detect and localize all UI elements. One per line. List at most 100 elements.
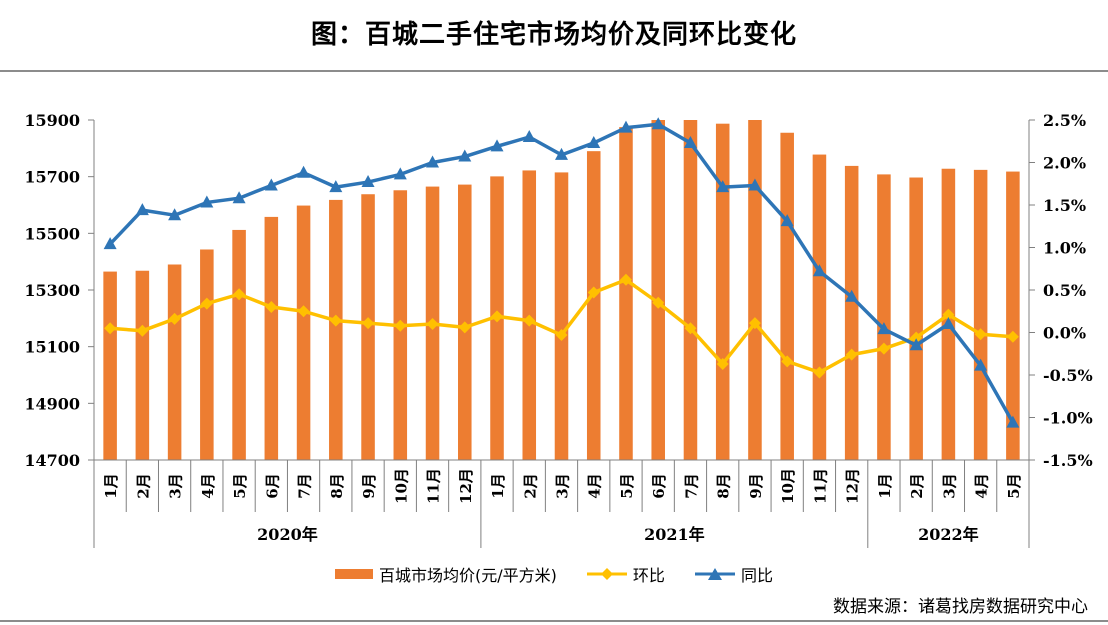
mom-point [426,318,439,330]
legend-item-price: 百城市场均价(元/平方米) [335,562,557,586]
mom-point [1006,330,1019,343]
yoy-point [812,264,826,277]
yoy-point [200,195,214,208]
top-divider [0,70,1108,72]
bar [844,165,859,460]
month-label: 10月 [779,468,797,504]
bar [780,132,794,460]
bar [715,123,730,460]
month-label: 1月 [102,473,120,498]
month-label: 3月 [940,473,958,498]
mom-point [877,342,890,355]
left-tick-label: 15100 [24,338,80,357]
month-label: 5月 [1005,473,1023,498]
mom-point [297,305,310,318]
left-tick-label: 15500 [24,224,80,243]
mom-point [555,329,568,342]
mom-point [942,308,955,321]
yoy-point [941,317,955,329]
right-tick-label: 1.5% [1043,196,1086,215]
month-label: 6月 [263,473,281,498]
mom-point [652,296,665,309]
legend-swatch-mom [586,568,627,580]
mom-point [491,310,504,323]
month-label: 3月 [167,473,185,498]
mom-point [329,314,342,327]
bar [296,205,311,460]
right-tick-label: -0.5% [1043,366,1093,385]
yoy-point [683,135,697,148]
yoy-point [329,180,343,193]
month-label: 9月 [747,473,765,498]
bar [200,249,214,460]
month-label: 7月 [296,473,314,498]
left-tick-label: 14700 [24,451,80,470]
yoy-point [426,155,440,168]
mom-point [813,366,826,379]
yoy-point [232,191,246,204]
yoy-point [780,214,794,227]
yoy-point [587,135,601,148]
month-label: 6月 [650,473,668,498]
bar [329,199,343,460]
mom-point [974,328,987,341]
bar [232,229,246,460]
month-label: 2月 [908,473,926,498]
month-label: 5月 [618,473,636,498]
yoy-point [619,120,633,133]
mom-point [523,314,536,327]
mom-point [136,324,149,337]
right-tick-label: 0.0% [1043,324,1086,343]
bar [651,120,665,460]
bar [683,120,698,460]
mom-point [458,321,471,334]
right-tick-label: -1.5% [1043,451,1093,470]
bar [1006,171,1020,461]
legend-swatch-bar [335,569,374,579]
legend: 百城市场均价(元/平方米) 环比 同比 [0,562,1108,586]
mom-point [200,297,213,310]
legend-label-yoy: 同比 [740,566,773,585]
yoy-point [297,165,311,178]
yoy-point [522,130,536,142]
right-tick-label: 0.5% [1043,281,1086,300]
month-label: 5月 [231,473,249,498]
bar [812,154,827,461]
year-label: 2020年 [257,525,318,544]
month-label: 11月 [811,468,829,504]
legend-label-price: 百城市场均价(元/平方米) [379,566,557,585]
chart-title: 图：百城二手住宅市场均价及同环比变化 [310,20,797,50]
right-tick-label: 2.5% [1043,111,1086,130]
mom-point [748,317,761,330]
legend-swatch-yoy [694,568,735,580]
yoy-point [103,237,117,250]
month-label: 4月 [586,473,604,498]
mom-point [587,286,600,299]
right-tick-label: -1.0% [1043,409,1093,428]
month-label: 12月 [844,468,862,504]
month-label: 2月 [134,473,152,498]
yoy-point [748,178,762,191]
month-label: 12月 [457,468,475,504]
month-label: 4月 [199,473,217,498]
yoy-point [974,358,988,371]
bar [135,270,150,460]
mom-point [845,348,858,361]
mom-point [394,319,407,332]
mom-point [716,357,729,370]
yoy-point [845,289,859,302]
bar [103,271,117,460]
yoy-point [909,338,923,351]
mom-point [619,273,632,286]
bar [619,127,633,460]
month-label: 4月 [973,473,991,498]
left-tick-label: 15700 [24,168,80,187]
yoy-point [555,147,568,160]
right-tick-label: 2.0% [1043,154,1086,173]
data-source: 数据来源：诸葛找房数据研究中心 [833,597,1088,617]
mom-point [168,312,181,325]
yoy-point [168,208,182,221]
yoy-point [458,149,472,162]
year-label: 2022年 [918,525,979,544]
